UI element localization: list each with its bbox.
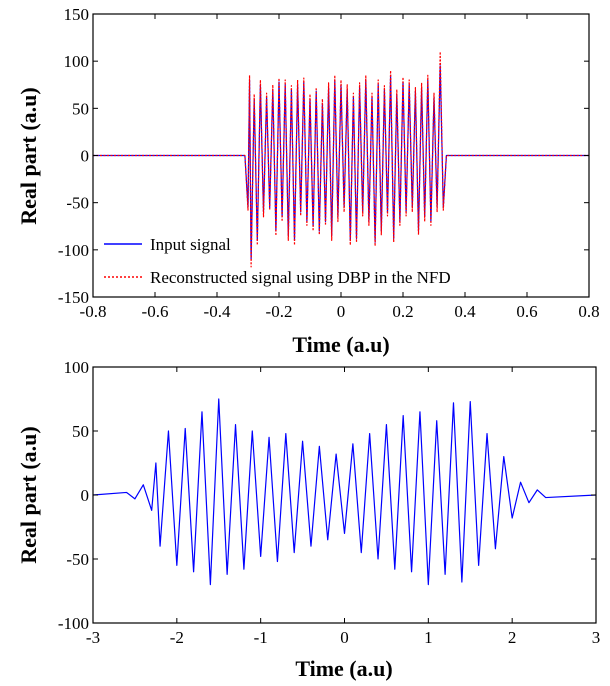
legend-label-input-signal: Input signal bbox=[150, 235, 231, 254]
bottom-y-tick-label: -50 bbox=[66, 550, 89, 569]
top-x-tick-label: 0.2 bbox=[392, 302, 413, 321]
top-x-tick-label: 0.8 bbox=[578, 302, 599, 321]
bottom-y-tick-label: 50 bbox=[72, 422, 89, 441]
bottom-y-tick-label: -100 bbox=[58, 614, 89, 633]
bottom-y-tick-label: 100 bbox=[64, 358, 90, 377]
top-y-tick-label: -50 bbox=[66, 194, 89, 213]
bottom-y-axis-label: Real part (a.u) bbox=[16, 426, 41, 563]
bottom-x-tick-label: 1 bbox=[424, 628, 433, 647]
top-x-tick-label: 0 bbox=[337, 302, 346, 321]
top-x-tick-label: -0.2 bbox=[266, 302, 293, 321]
bottom-x-tick-label: -1 bbox=[254, 628, 268, 647]
bottom-x-tick-label: 0 bbox=[340, 628, 349, 647]
top-y-tick-label: 100 bbox=[64, 52, 90, 71]
bottom-x-axis-label: Time (a.u) bbox=[295, 656, 392, 681]
top-y-tick-label: 150 bbox=[64, 5, 90, 24]
bottom-x-tick-label: -2 bbox=[170, 628, 184, 647]
top-x-tick-label: 0.4 bbox=[454, 302, 476, 321]
top-x-axis-label: Time (a.u) bbox=[292, 332, 389, 357]
bottom-y-tick-label: 0 bbox=[81, 486, 90, 505]
top-x-tick-label: 0.6 bbox=[516, 302, 537, 321]
top-y-tick-label: 0 bbox=[81, 147, 90, 166]
legend-label-reconstructed-signal: Reconstructed signal using DBP in the NF… bbox=[150, 268, 451, 287]
bottom-x-tick-label: 3 bbox=[592, 628, 601, 647]
top-x-tick-label: -0.6 bbox=[142, 302, 169, 321]
top-y-tick-label: 50 bbox=[72, 99, 89, 118]
bottom-x-tick-label: 2 bbox=[508, 628, 517, 647]
top-y-tick-label: -150 bbox=[58, 288, 89, 307]
top-y-tick-label: -100 bbox=[58, 241, 89, 260]
top-x-tick-label: -0.4 bbox=[204, 302, 231, 321]
top-y-axis-label: Real part (a.u) bbox=[16, 87, 41, 224]
